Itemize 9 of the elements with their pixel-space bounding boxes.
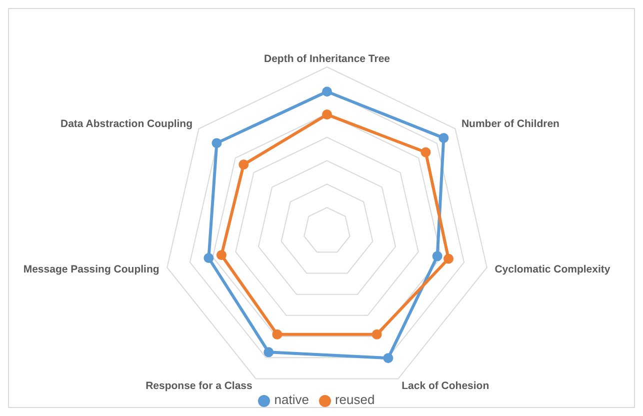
legend-label: native bbox=[274, 392, 309, 407]
spoke-label: Cyclomatic Complexity bbox=[494, 263, 610, 276]
spoke-label: Data Abstraction Coupling bbox=[60, 118, 193, 130]
spoke-label: Lack of Cohesion bbox=[402, 380, 490, 392]
spoke-label: Response for a Class bbox=[146, 380, 253, 392]
spoke-label: Number of Children bbox=[461, 118, 560, 130]
legend-label: reused bbox=[334, 392, 375, 407]
spoke-label: Message Passing Coupling bbox=[23, 263, 160, 276]
spoke-label: Depth of Inheritance Tree bbox=[264, 53, 390, 65]
